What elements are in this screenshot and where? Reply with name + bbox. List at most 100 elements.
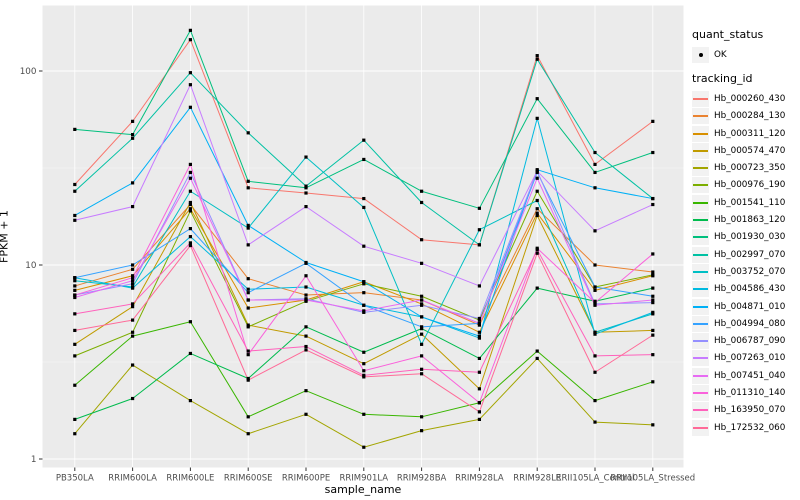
legend-item: Hb_006787_090 xyxy=(692,332,798,350)
data-point-marker xyxy=(304,344,308,349)
data-point-marker xyxy=(362,280,366,284)
data-point-marker xyxy=(131,396,135,401)
data-point-marker xyxy=(593,150,597,155)
data-point-marker xyxy=(535,213,539,218)
data-point-marker xyxy=(651,353,655,357)
data-point-marker xyxy=(246,415,250,419)
data-point-marker xyxy=(420,367,424,371)
legend-key-box xyxy=(692,246,709,263)
data-point-marker xyxy=(593,301,597,305)
data-point-marker xyxy=(131,318,135,322)
legend-title-tracking-id: tracking_id xyxy=(692,72,753,86)
data-point-marker xyxy=(131,282,135,286)
data-point-marker xyxy=(651,202,655,207)
legend-item-label: Hb_011310_140 xyxy=(714,387,786,398)
data-point-marker xyxy=(73,284,77,288)
legend-item: Hb_004871_010 xyxy=(692,298,798,315)
data-point-marker xyxy=(420,303,424,307)
data-point-marker xyxy=(188,207,192,211)
legend-title-quant-status: quant_status xyxy=(692,28,764,41)
data-point-marker xyxy=(131,274,135,278)
data-point-marker xyxy=(477,284,481,288)
data-point-marker xyxy=(73,288,77,292)
data-point-marker xyxy=(188,28,192,32)
data-point-marker xyxy=(420,298,424,302)
legend-key-box xyxy=(692,333,709,350)
data-point-marker xyxy=(477,228,481,232)
data-point-marker xyxy=(73,354,77,358)
legend-item: Hb_003752_070 xyxy=(692,263,798,280)
data-point-marker xyxy=(73,417,77,422)
data-point-marker xyxy=(362,375,366,379)
legend-item-label: Hb_006787_090 xyxy=(714,336,786,347)
data-point-marker xyxy=(593,186,597,190)
data-point-marker xyxy=(73,293,77,297)
data-point-marker xyxy=(362,412,366,416)
data-point-marker xyxy=(593,332,597,336)
legend-key-box xyxy=(692,419,709,436)
data-point-marker xyxy=(73,189,77,193)
data-point-marker xyxy=(477,321,481,325)
data-point-marker xyxy=(131,330,135,334)
legend-item: Hb_000976_190 xyxy=(692,177,798,194)
data-point-marker xyxy=(477,206,481,210)
data-point-marker xyxy=(362,196,366,201)
data-point-marker xyxy=(420,315,424,319)
legend-color-line xyxy=(693,149,708,152)
data-point-marker xyxy=(188,227,192,231)
data-point-marker xyxy=(420,200,424,205)
data-point-marker xyxy=(362,309,366,313)
data-point-marker xyxy=(477,318,481,322)
legend-key-box xyxy=(692,384,709,401)
legend-color-line xyxy=(693,391,708,394)
legend-item: Hb_001930_030 xyxy=(692,229,798,246)
x-tick-label: RRIM600PE xyxy=(282,474,330,484)
legend-key-box xyxy=(692,281,709,298)
data-point-marker xyxy=(304,186,308,190)
legend-key-box xyxy=(692,46,709,63)
data-point-marker xyxy=(73,127,77,131)
data-point-marker xyxy=(535,286,539,290)
data-point-marker xyxy=(131,276,135,280)
legend-item-label: Hb_004994_080 xyxy=(714,318,786,329)
legend-item: Hb_000284_130 xyxy=(692,108,798,125)
data-point-marker xyxy=(131,205,135,209)
data-point-marker xyxy=(593,288,597,292)
data-point-marker xyxy=(477,401,481,405)
data-point-marker xyxy=(246,325,250,329)
y-tick-label: 10 xyxy=(25,261,37,271)
data-point-marker xyxy=(362,369,366,373)
legend-item-ok: OK xyxy=(692,46,798,63)
data-point-marker xyxy=(304,293,308,297)
data-point-marker xyxy=(593,263,597,267)
data-point-marker xyxy=(188,170,192,175)
legend-item-label: Hb_001930_030 xyxy=(714,232,786,243)
data-point-marker xyxy=(651,196,655,201)
legend-item-label: Hb_163950_070 xyxy=(714,405,786,416)
data-point-marker xyxy=(304,389,308,393)
data-point-marker xyxy=(246,306,250,310)
legend-key-box xyxy=(692,108,709,125)
data-point-marker xyxy=(73,279,77,283)
data-point-marker xyxy=(188,83,192,87)
data-point-marker xyxy=(420,261,424,265)
data-point-marker xyxy=(362,244,366,248)
y-tick-label: 100 xyxy=(20,67,37,77)
legend-item-label: Hb_001541_110 xyxy=(714,197,786,208)
data-point-marker xyxy=(593,399,597,403)
data-point-marker xyxy=(131,133,135,137)
data-point-marker xyxy=(651,298,655,302)
data-point-marker xyxy=(188,241,192,245)
legend-item: Hb_000574_470 xyxy=(692,142,798,159)
data-point-marker xyxy=(362,350,366,354)
data-point-marker xyxy=(593,229,597,233)
data-point-marker xyxy=(362,157,366,162)
legend-item-label: Hb_004586_430 xyxy=(714,284,786,295)
legend-item: Hb_002997_070 xyxy=(692,246,798,263)
data-point-marker xyxy=(131,363,135,367)
data-point-marker xyxy=(246,349,250,353)
data-point-marker xyxy=(420,294,424,298)
data-point-marker xyxy=(73,182,77,187)
